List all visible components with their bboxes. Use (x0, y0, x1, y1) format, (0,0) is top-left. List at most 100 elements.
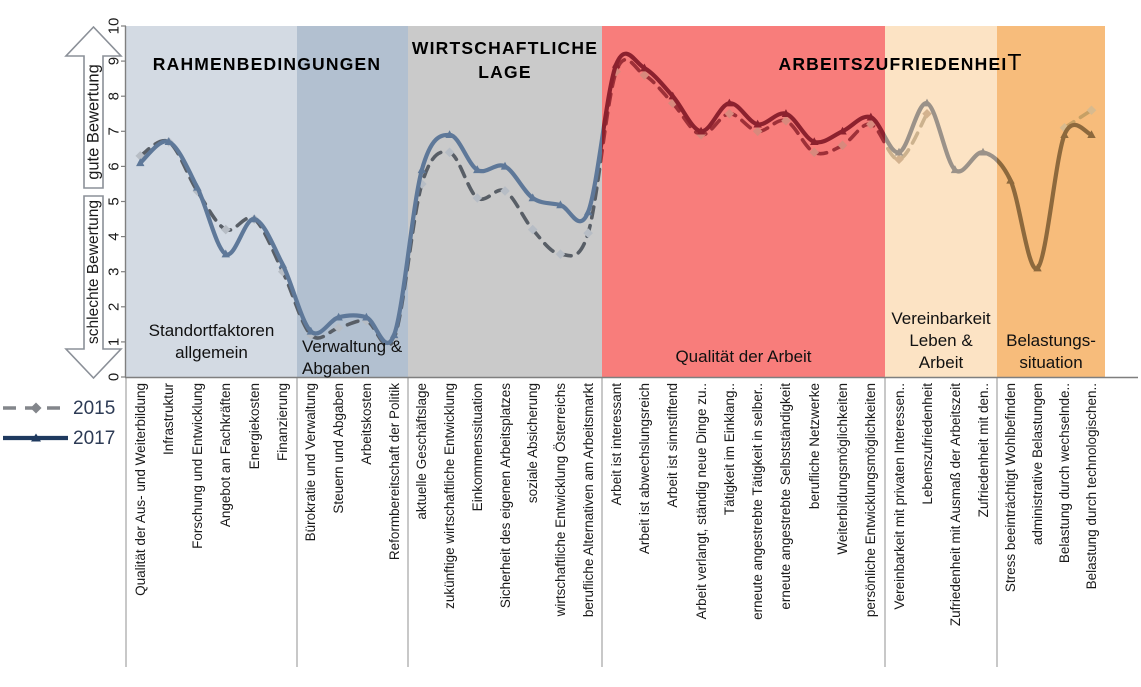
x-axis-label: Arbeit ist interessant (608, 383, 624, 506)
x-axis-label: Arbeit ist abwechslungsreich (636, 383, 652, 555)
point-2015 (583, 228, 593, 238)
section-bg (885, 26, 997, 377)
point-2017 (362, 312, 371, 321)
x-axis-label: Weiterbildungsmöglichkeiten (835, 383, 851, 555)
point-2015 (417, 179, 427, 189)
point-2017 (334, 312, 343, 321)
x-axis-label: Steuern und Abgaben (331, 383, 347, 514)
section-backgrounds (126, 26, 1105, 377)
band-header-suffix: T (1007, 49, 1022, 75)
x-axis-label: Zufriedenheit mit den.. (975, 383, 991, 518)
series-2017-path (602, 51, 885, 154)
x-axis-label: Infrastruktur (161, 383, 177, 456)
series-2017-path (885, 101, 997, 174)
x-axis-label: Tätigkeit im Einklang.. (721, 383, 737, 516)
x-axis-label: persönliche Entwicklungsmöglichkeiten (863, 383, 879, 618)
x-axis-label: Lebenszufriedenheit (919, 383, 935, 505)
legend-2017-triangle-icon (31, 433, 41, 442)
point-2017 (866, 112, 876, 121)
x-axis-label: Bürokratie und Verwaltung (303, 383, 319, 542)
point-2017 (1060, 130, 1069, 139)
band-header-line2: LAGE (478, 62, 532, 82)
section-dividers (125, 377, 998, 667)
point-2017 (250, 214, 259, 223)
point-2017 (781, 109, 791, 117)
y-tick-label: 10 (106, 18, 123, 35)
point-2015 (922, 108, 932, 119)
point-2017 (753, 119, 762, 128)
x-axis-label: Forschung und Entwicklung (189, 383, 205, 549)
point-2015 (333, 323, 344, 333)
x-axis-label: zukünftige wirtschaftliche Entwicklung (442, 383, 458, 609)
x-axis-label: administrative Belastungen (1030, 383, 1045, 546)
section-label-standortfaktoren: Standortfaktoren allgemein (148, 321, 275, 362)
point-2017 (1033, 263, 1042, 272)
y-tick-label: 0 (106, 373, 123, 381)
x-axis-label: Angebot an Fachkräften (218, 383, 234, 528)
point-2015 (667, 98, 678, 109)
point-2017 (668, 91, 677, 100)
good-rating-arrow (64, 25, 123, 189)
x-axis-label: Qualität der Aus- und Weiterbildung (132, 383, 148, 596)
section-label-qualitaet-der-arbeit: Qualität der Arbeit (675, 347, 812, 366)
y-tick-label: 8 (106, 92, 123, 100)
x-axis-label: Belastung durch technologischen.. (1084, 383, 1099, 590)
x-axis-label: Einkommenssituation (469, 383, 485, 512)
point-2017 (725, 98, 734, 107)
y-tick-label: 3 (106, 268, 123, 276)
y-tick-label: 2 (106, 303, 123, 311)
y-tick-label: 4 (106, 232, 123, 240)
good-rating-label: gute Bewertung (85, 64, 103, 180)
x-axis-label: aktuelle Geschäftslage (414, 383, 430, 520)
point-2017 (417, 165, 427, 174)
x-axis-label: Arbeit ist sinnstiftend (665, 383, 681, 508)
point-2015 (1059, 122, 1070, 133)
section-bg (297, 26, 408, 377)
point-2017 (473, 165, 482, 174)
x-axis-label: Arbeit verlangt, ständig neue Dinge zu.. (693, 383, 709, 620)
point-2017 (611, 60, 621, 68)
band-header-line1: WIRTSCHAFTLICHE (411, 38, 599, 58)
band-header-arbeitszufriedenheit: ARBEITSZUFRIEDENHEIT (660, 50, 1140, 76)
band-header-text: ARBEITSZUFRIEDENHEI (778, 54, 1008, 74)
x-axis-label: Arbeitskosten (358, 383, 374, 465)
x-axis-label: soziale Absicherung (525, 383, 541, 504)
point-2017 (278, 260, 287, 268)
data-series (135, 51, 1097, 348)
x-axis-label: wirtschaftliche Entwicklung Österreichs (552, 383, 568, 617)
point-2017 (556, 200, 565, 209)
x-axis-label: erneute angestrebte Tätigkeit in selber.… (750, 383, 766, 620)
point-2017 (922, 98, 932, 107)
point-2015 (555, 249, 566, 259)
point-2017 (445, 130, 454, 139)
point-2015 (837, 140, 848, 151)
point-2017 (306, 326, 316, 335)
y-tick-label: 7 (106, 127, 123, 135)
section-label-verwaltung: Verwaltung & Abgaben (302, 337, 403, 378)
x-axis-label: berufliche Netzwerke (806, 383, 822, 510)
x-axis-label: Vereinbarkeit mit privaten Interessen.. (891, 383, 907, 610)
point-2015 (639, 70, 650, 80)
point-2017 (1087, 130, 1096, 139)
point-2015 (809, 147, 820, 158)
section-label-belastung: Belastungs- situation (1006, 331, 1096, 372)
point-2017 (978, 147, 988, 156)
y-tick-label: 9 (106, 57, 123, 65)
point-2017 (136, 158, 145, 167)
point-2017 (500, 161, 510, 170)
section-bg (602, 26, 885, 377)
x-axis-label: Finanzierung (275, 383, 291, 462)
point-2017 (640, 63, 649, 72)
x-axis-label: erneute angestrebte Selbstständigkeit (778, 383, 794, 610)
point-2017 (950, 165, 960, 174)
bad-rating-arrow (64, 195, 123, 380)
section-bg (126, 26, 297, 377)
band-header-wirtschaftliche-lage: WIRTSCHAFTLICHE LAGE (408, 36, 602, 84)
point-2017 (221, 249, 230, 258)
point-2015 (527, 224, 538, 235)
y-axis-ticks: 0 1 2 3 4 5 6 7 8 9 10 (106, 18, 126, 381)
point-2015 (500, 186, 510, 196)
point-2017 (583, 207, 593, 216)
